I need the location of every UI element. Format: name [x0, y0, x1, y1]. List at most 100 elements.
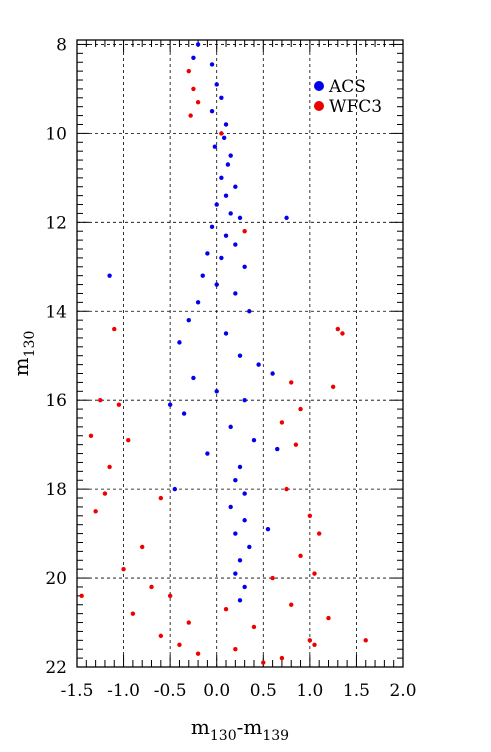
legend-acs-marker	[314, 81, 324, 91]
x-label-mid: -m	[237, 715, 263, 739]
wfc3-point	[93, 509, 98, 514]
acs-point	[247, 544, 252, 550]
wfc3-point	[186, 68, 191, 74]
wfc3-point	[363, 638, 368, 643]
y-tick-label: 12	[45, 213, 67, 233]
acs-point	[214, 282, 219, 287]
acs-point	[191, 55, 196, 60]
acs-point	[200, 273, 205, 278]
wfc3-point	[121, 566, 126, 572]
acs-point	[247, 309, 252, 314]
wfc3-point	[219, 131, 224, 136]
y-label-sub: 130	[22, 331, 38, 358]
acs-point	[186, 317, 191, 323]
acs-point	[195, 300, 201, 305]
acs-point	[225, 162, 231, 167]
wfc3-point	[79, 593, 84, 599]
acs-point	[223, 122, 229, 127]
x-tick-label: -0.5	[154, 681, 187, 701]
wfc3-point	[233, 647, 238, 652]
acs-point	[223, 331, 229, 336]
wfc3-point	[107, 464, 112, 470]
acs-point	[212, 144, 218, 149]
wfc3-point	[312, 642, 317, 647]
x-tick-label: 0.5	[250, 681, 277, 701]
wfc3-point	[98, 397, 103, 403]
acs-point	[209, 108, 215, 114]
legend-wfc3-marker	[314, 101, 324, 111]
plot-frame	[76, 39, 404, 668]
acs-point	[223, 233, 229, 238]
wfc3-point	[167, 593, 173, 599]
wfc3-point	[289, 380, 294, 385]
x-tick-label: 1.0	[296, 681, 323, 701]
wfc3-point	[102, 491, 108, 496]
acs-point	[256, 362, 261, 367]
acs-point	[172, 486, 177, 492]
wfc3-point	[261, 660, 266, 665]
wfc3-point	[270, 575, 275, 581]
x-tick-label: 1.5	[343, 681, 370, 701]
x-axis-label: m130-m139	[191, 715, 289, 744]
acs-point	[181, 411, 187, 416]
x-tick-label: 2.0	[389, 681, 416, 701]
y-label-main: m	[9, 357, 33, 376]
wfc3-point	[307, 513, 313, 519]
wfc3-point	[326, 615, 331, 621]
wfc3-point	[112, 326, 117, 332]
acs-point	[167, 402, 173, 407]
minor-ticks	[76, 40, 404, 668]
acs-point	[284, 215, 289, 221]
y-tick-label: 8	[56, 35, 67, 55]
legend: ACS WFC3	[314, 77, 382, 117]
acs-point	[221, 135, 227, 141]
acs-point	[214, 82, 219, 87]
wfc3-point	[195, 651, 201, 656]
wfc3-point	[279, 655, 285, 661]
wfc3-point	[298, 406, 303, 412]
acs-point	[237, 353, 243, 358]
acs-point	[219, 95, 224, 101]
wfc3-point	[140, 544, 145, 550]
acs-point	[242, 584, 247, 590]
acs-point	[233, 242, 238, 247]
acs-point	[228, 424, 233, 430]
wfc3-point	[188, 113, 193, 118]
wfc3-point	[251, 624, 257, 630]
acs-point	[228, 211, 233, 216]
data-points	[79, 42, 368, 665]
acs-point	[265, 526, 271, 532]
y-tick-label: 16	[45, 391, 67, 411]
wfc3-point	[293, 442, 299, 447]
acs-point	[209, 224, 215, 229]
y-tick-label: 14	[45, 302, 67, 322]
acs-point	[223, 193, 229, 198]
acs-point	[233, 184, 238, 189]
acs-point	[214, 389, 219, 394]
wfc3-point	[149, 584, 154, 590]
wfc3-point	[130, 611, 136, 616]
acs-point	[191, 375, 196, 381]
wfc3-point	[340, 331, 345, 336]
acs-point	[214, 202, 219, 207]
wfc3-point	[158, 633, 164, 639]
wfc3-point	[177, 642, 182, 647]
wfc3-point	[298, 553, 303, 559]
acs-point	[237, 598, 243, 603]
y-tick-label: 20	[45, 569, 67, 589]
wfc3-point	[195, 100, 201, 105]
wfc3-point	[335, 326, 340, 332]
y-tick-label: 18	[45, 480, 67, 500]
x-tick-label: 0.0	[203, 681, 230, 701]
legend-acs-label: ACS	[328, 77, 366, 97]
acs-point	[233, 478, 238, 483]
wfc3-point	[312, 571, 317, 576]
acs-point	[242, 264, 247, 269]
acs-point	[242, 397, 247, 403]
y-tick-label: 22	[45, 658, 67, 678]
acs-point	[228, 504, 233, 510]
acs-point	[251, 438, 257, 443]
grid-lines	[77, 40, 403, 667]
acs-point	[242, 518, 247, 523]
